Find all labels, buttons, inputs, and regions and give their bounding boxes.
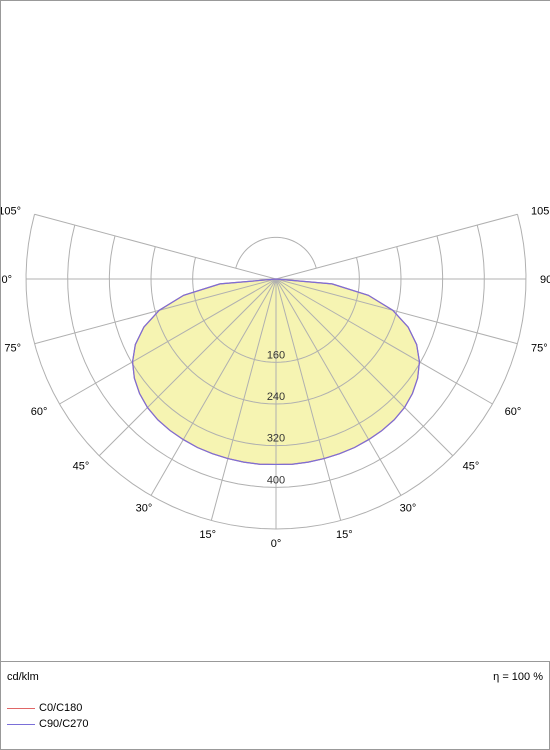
angle-label-right: 45° [463,461,480,473]
angle-label-left: 60° [31,406,48,418]
polar-chart-svg: 160 240 320 400 0° 15° 15° 30° 30° 45° 45° 60° 60° 75… [1,1,550,661]
angle-label-left: 45° [73,461,90,473]
angle-label-right: 0° [271,538,282,550]
angle-label-left: 15° [199,529,216,541]
legend-swatch [7,708,35,709]
angle-label-right: 60° [505,406,522,418]
units-label: cd/klm [7,662,39,692]
angle-label-left: 105° [1,206,21,218]
ring-label: 320 [267,433,285,445]
angle-label-right: 90° [540,274,550,286]
bottom-info-bar: cd/klm η = 100 % [1,661,549,692]
angle-label-right: 75° [531,342,548,354]
angle-label-right: 105° [531,206,550,218]
angle-label-left: 75° [4,342,21,354]
efficiency-label: η = 100 % [493,662,543,692]
ring-label: 400 [267,474,285,486]
legend-item: C90/C270 [7,718,543,730]
legend-label: C90/C270 [39,718,89,730]
legend-swatch [7,724,35,725]
angle-label-left: 30° [136,503,153,515]
legend-label: C0/C180 [39,702,82,714]
angle-label-left: 90° [1,274,12,286]
ring-label: 160 [267,349,285,361]
legend-item: C0/C180 [7,702,543,714]
legend: C0/C180 C90/C270 [1,692,549,744]
polar-chart-container: 160 240 320 400 0° 15° 15° 30° 30° 45° 45° 60° 60° 75… [0,0,550,750]
angle-label-right: 15° [336,529,353,541]
angle-label-right: 30° [400,503,417,515]
ring-label: 240 [267,391,285,403]
